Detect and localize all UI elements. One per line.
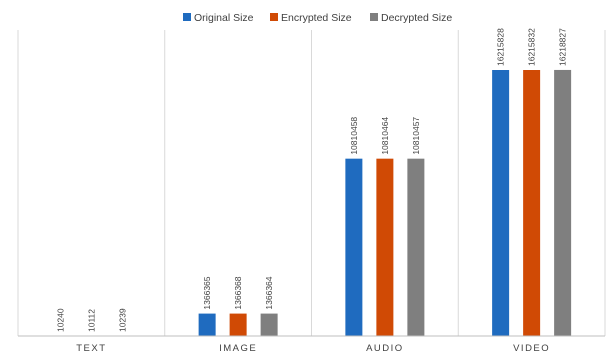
legend: Original Size Encrypted Size Decrypted Siz… — [183, 12, 452, 24]
category-separators — [17, 30, 606, 336]
data-label: 10810464 — [380, 117, 390, 155]
bar — [492, 70, 510, 336]
data-label: 16215832 — [527, 28, 537, 66]
bars — [198, 69, 572, 336]
data-label: 1366364 — [264, 276, 274, 309]
bar — [198, 313, 216, 336]
data-label: 10240 — [55, 308, 65, 332]
data-label: 1366368 — [233, 276, 243, 309]
data-label: 16218827 — [558, 28, 568, 66]
data-label: 10239 — [117, 308, 127, 332]
category-label: VIDEO — [513, 343, 550, 354]
bar — [260, 313, 278, 336]
legend-label: Decrypted Size — [381, 12, 452, 24]
bar — [376, 158, 394, 336]
data-label: 10810457 — [411, 117, 421, 155]
bar — [407, 158, 425, 336]
legend-label: Original Size — [194, 12, 254, 24]
legend-label: Encrypted Size — [281, 12, 352, 24]
data-label: 1366365 — [202, 276, 212, 309]
legend-swatch — [370, 13, 378, 21]
bar — [554, 69, 572, 336]
data-label: 10112 — [86, 309, 96, 332]
legend-swatch — [183, 13, 191, 21]
category-labels: TEXT IMAGE AUDIO VIDEO — [76, 343, 550, 354]
bar — [229, 313, 247, 336]
bar — [523, 69, 541, 336]
category-label: AUDIO — [366, 343, 404, 354]
legend-swatch — [270, 13, 278, 21]
bar — [345, 158, 363, 336]
data-label: 16215828 — [496, 28, 506, 66]
category-label: IMAGE — [219, 343, 257, 354]
category-label: TEXT — [76, 343, 106, 354]
data-label: 10810458 — [349, 117, 359, 155]
data-labels: 10240 10112 10239 1366365 1366368 1366364 1081… — [55, 28, 567, 332]
